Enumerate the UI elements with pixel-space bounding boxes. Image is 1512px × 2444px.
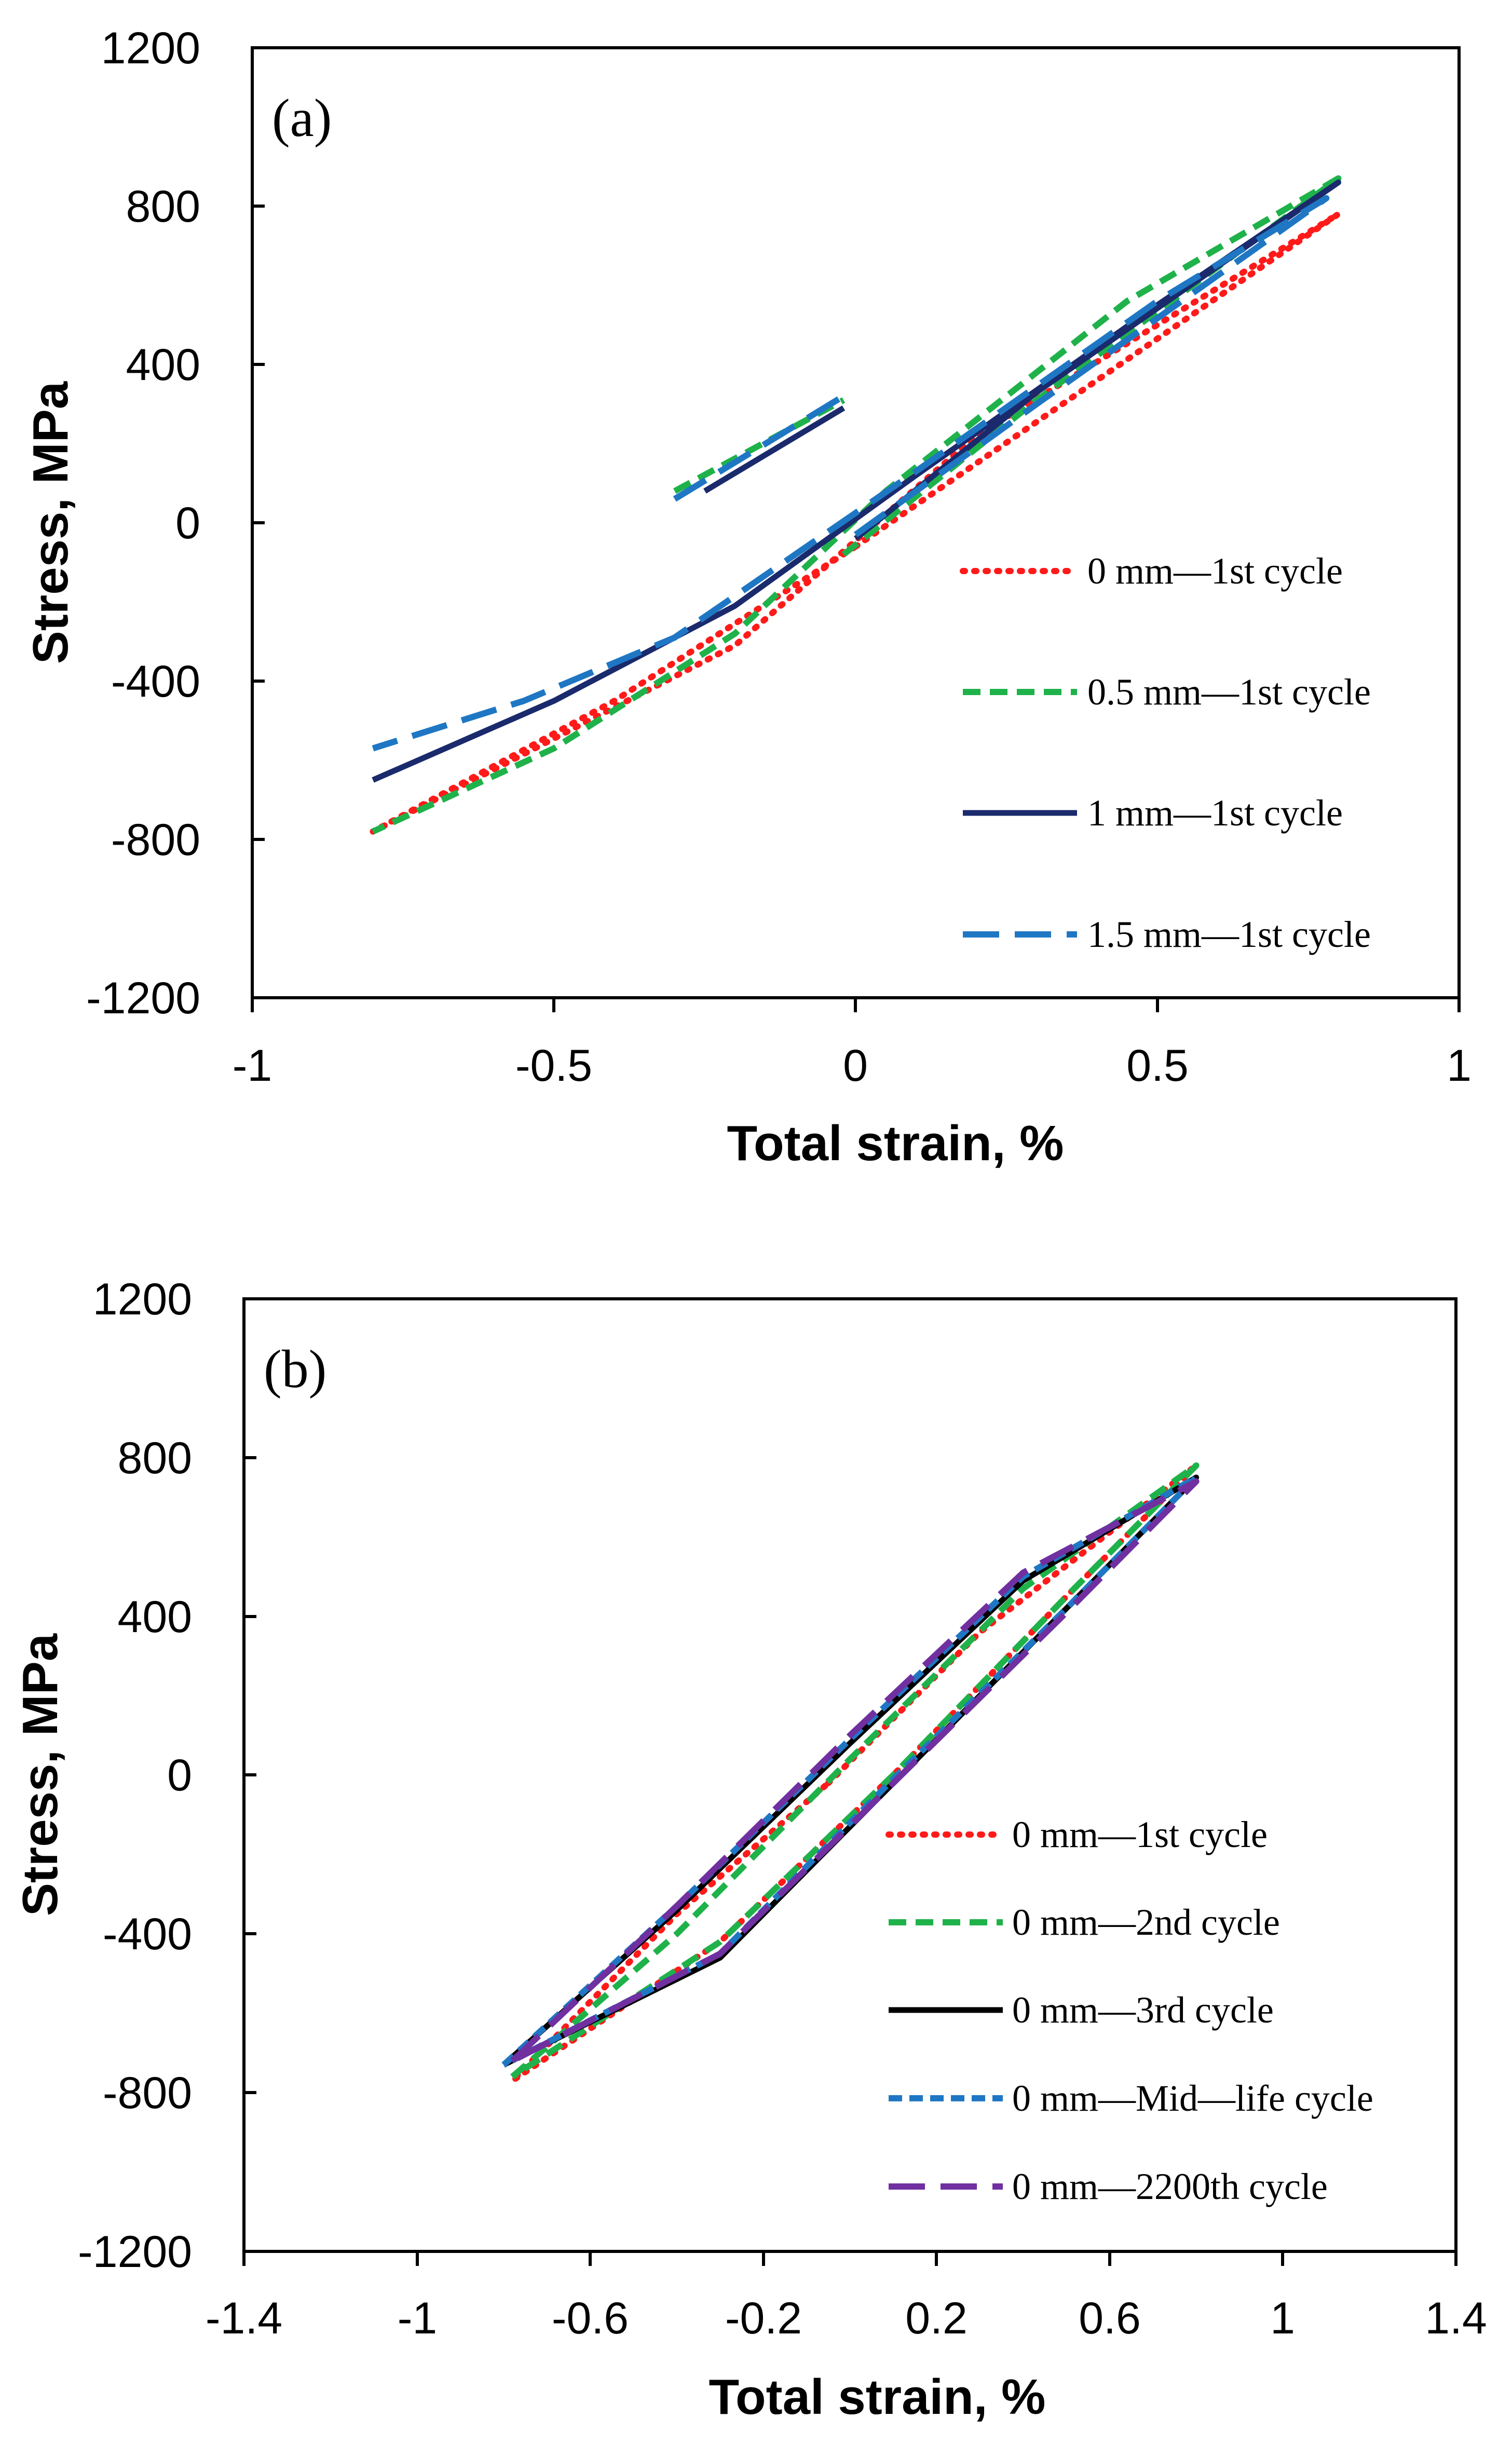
panel-b-y-axis-title: Stress, MPa bbox=[12, 1633, 68, 1916]
panel-a-y-ticks bbox=[252, 46, 265, 999]
legend-label: 0 mm—1st cycle bbox=[1087, 550, 1343, 592]
panel-a-y-tick-label: -400 bbox=[111, 657, 200, 707]
panel-a-y-tick-label: 800 bbox=[126, 182, 201, 232]
legend-label: 0 mm—2nd cycle bbox=[1012, 1902, 1280, 1943]
series-line-a-1-part-1 bbox=[673, 397, 846, 494]
panel-a-y-tick-label: -1200 bbox=[86, 973, 200, 1023]
panel-a-y-axis-title: Stress, MPa bbox=[23, 381, 78, 664]
legend-label: 0 mm—3rd cycle bbox=[1012, 1989, 1274, 2031]
series-line-a-3-part-0 bbox=[372, 195, 1330, 752]
legend-item-0mm-2nd-cycle: 0 mm—2nd cycle bbox=[889, 1902, 1280, 1943]
panel-a-legend: 0 mm—1st cycle 0.5 mm—1st cycle 1 mm—1st… bbox=[960, 550, 1371, 955]
panel-b-y-ticks bbox=[244, 1297, 256, 2253]
panel-a-label: (a) bbox=[272, 88, 332, 148]
panel-a-x-ticks bbox=[251, 998, 1461, 1012]
panel-b-x-ticks bbox=[242, 2251, 1457, 2266]
panel-b-x-tick-label: 0.6 bbox=[1079, 2293, 1141, 2343]
series-line-b-4 bbox=[510, 1478, 1200, 2064]
legend-item-0mm-2200th-cycle: 0 mm—2200th cycle bbox=[889, 2166, 1328, 2207]
panel-b-x-tick-label: -1 bbox=[398, 2293, 437, 2343]
legend-item-0mm-1st: 0 mm—1st cycle bbox=[960, 550, 1343, 592]
panel-b-y-tick-label: -400 bbox=[103, 1909, 192, 1959]
panel-b-x-tick-label: 0.2 bbox=[905, 2293, 968, 2343]
panel-a-x-tick-label: -0.5 bbox=[515, 1041, 592, 1091]
series-line-b-1 bbox=[510, 1462, 1200, 2080]
legend-label: 1.5 mm—1st cycle bbox=[1087, 914, 1371, 955]
legend-item-0mm-mid-life-cycle: 0 mm—Mid—life cycle bbox=[889, 2078, 1373, 2119]
panel-a-y-tick-label: 1200 bbox=[101, 23, 200, 73]
panel-b-label: (b) bbox=[264, 1339, 326, 1399]
series-line-a-1-part-0 bbox=[371, 175, 1342, 835]
panel-a-x-tick-label: -1 bbox=[233, 1041, 272, 1091]
legend-label: 0 mm—Mid—life cycle bbox=[1012, 2078, 1373, 2119]
panel-b-series-group bbox=[501, 1462, 1200, 2084]
legend-item-1.5mm-1st: 1.5 mm—1st cycle bbox=[963, 914, 1371, 955]
panel-b-x-tick-label: -1.4 bbox=[206, 2293, 282, 2343]
panel-b-y-tick-label: 0 bbox=[167, 1750, 192, 1800]
panel-b-x-tick-labels: -1.4 -1 -0.6 -0.2 0.2 0.6 1 1.4 bbox=[206, 2293, 1487, 2343]
legend-label: 0 mm—2200th cycle bbox=[1012, 2166, 1328, 2207]
panel-a-x-tick-labels: -1 -0.5 0 0.5 1 bbox=[233, 1041, 1472, 1091]
panel-a-x-tick-label: 0 bbox=[843, 1041, 868, 1091]
panel-a: (a) 1200 800 400 0 -400 -800 -1200 bbox=[23, 23, 1472, 1171]
panel-a-y-tick-label: 400 bbox=[126, 340, 201, 390]
panel-a-x-axis-title: Total strain, % bbox=[727, 1116, 1064, 1171]
panel-a-y-tick-label: -800 bbox=[111, 815, 200, 865]
legend-label: 0 mm—1st cycle bbox=[1012, 1814, 1268, 1855]
panel-a-series-group bbox=[370, 175, 1342, 835]
panel-b: (b) 1200 800 400 0 -400 -800 -1200 bbox=[12, 1274, 1487, 2425]
series-line-b-0 bbox=[509, 1462, 1200, 2084]
series-line-a-2-part-0 bbox=[372, 179, 1341, 783]
panel-a-x-tick-label: 1 bbox=[1447, 1041, 1472, 1091]
series-line-a-0 bbox=[370, 211, 1342, 835]
series-line-b-3 bbox=[501, 1474, 1200, 2068]
legend-item-1mm-1st: 1 mm—1st cycle bbox=[963, 792, 1343, 834]
panel-b-y-tick-label: -800 bbox=[103, 2068, 192, 2118]
panel-b-x-tick-label: -0.2 bbox=[725, 2293, 802, 2343]
panel-a-x-tick-label: 0.5 bbox=[1126, 1041, 1189, 1091]
panel-b-y-tick-label: 1200 bbox=[93, 1274, 192, 1324]
panel-a-y-tick-label: 0 bbox=[175, 498, 200, 548]
legend-item-0.5mm-1st: 0.5 mm—1st cycle bbox=[963, 671, 1371, 713]
panel-b-y-tick-label: -1200 bbox=[78, 2227, 192, 2277]
legend-label: 1 mm—1st cycle bbox=[1087, 792, 1343, 834]
legend-item-0mm-3rd-cycle: 0 mm—3rd cycle bbox=[889, 1989, 1274, 2031]
panel-b-x-axis-title: Total strain, % bbox=[709, 2369, 1046, 2425]
panel-b-y-tick-label: 800 bbox=[118, 1433, 193, 1483]
series-line-a-2-part-1 bbox=[703, 405, 846, 494]
series-line-b-2 bbox=[501, 1474, 1200, 2068]
legend-item-0mm-1st-cycle: 0 mm—1st cycle bbox=[886, 1814, 1268, 1855]
panel-b-x-tick-label: 1.4 bbox=[1425, 2293, 1487, 2343]
series-line-a-3-part-1 bbox=[673, 393, 846, 502]
panel-b-x-tick-label: -0.6 bbox=[552, 2293, 629, 2343]
panel-b-legend: 0 mm—1st cycle 0 mm—2nd cycle 0 mm—3rd c… bbox=[886, 1814, 1373, 2207]
panel-b-y-tick-labels: 1200 800 400 0 -400 -800 -1200 bbox=[78, 1274, 192, 2277]
legend-label: 0.5 mm—1st cycle bbox=[1087, 671, 1371, 713]
panel-b-y-tick-label: 400 bbox=[118, 1592, 193, 1642]
panel-b-x-tick-label: 1 bbox=[1270, 2293, 1295, 2343]
panel-a-y-tick-labels: 1200 800 400 0 -400 -800 -1200 bbox=[86, 23, 200, 1023]
